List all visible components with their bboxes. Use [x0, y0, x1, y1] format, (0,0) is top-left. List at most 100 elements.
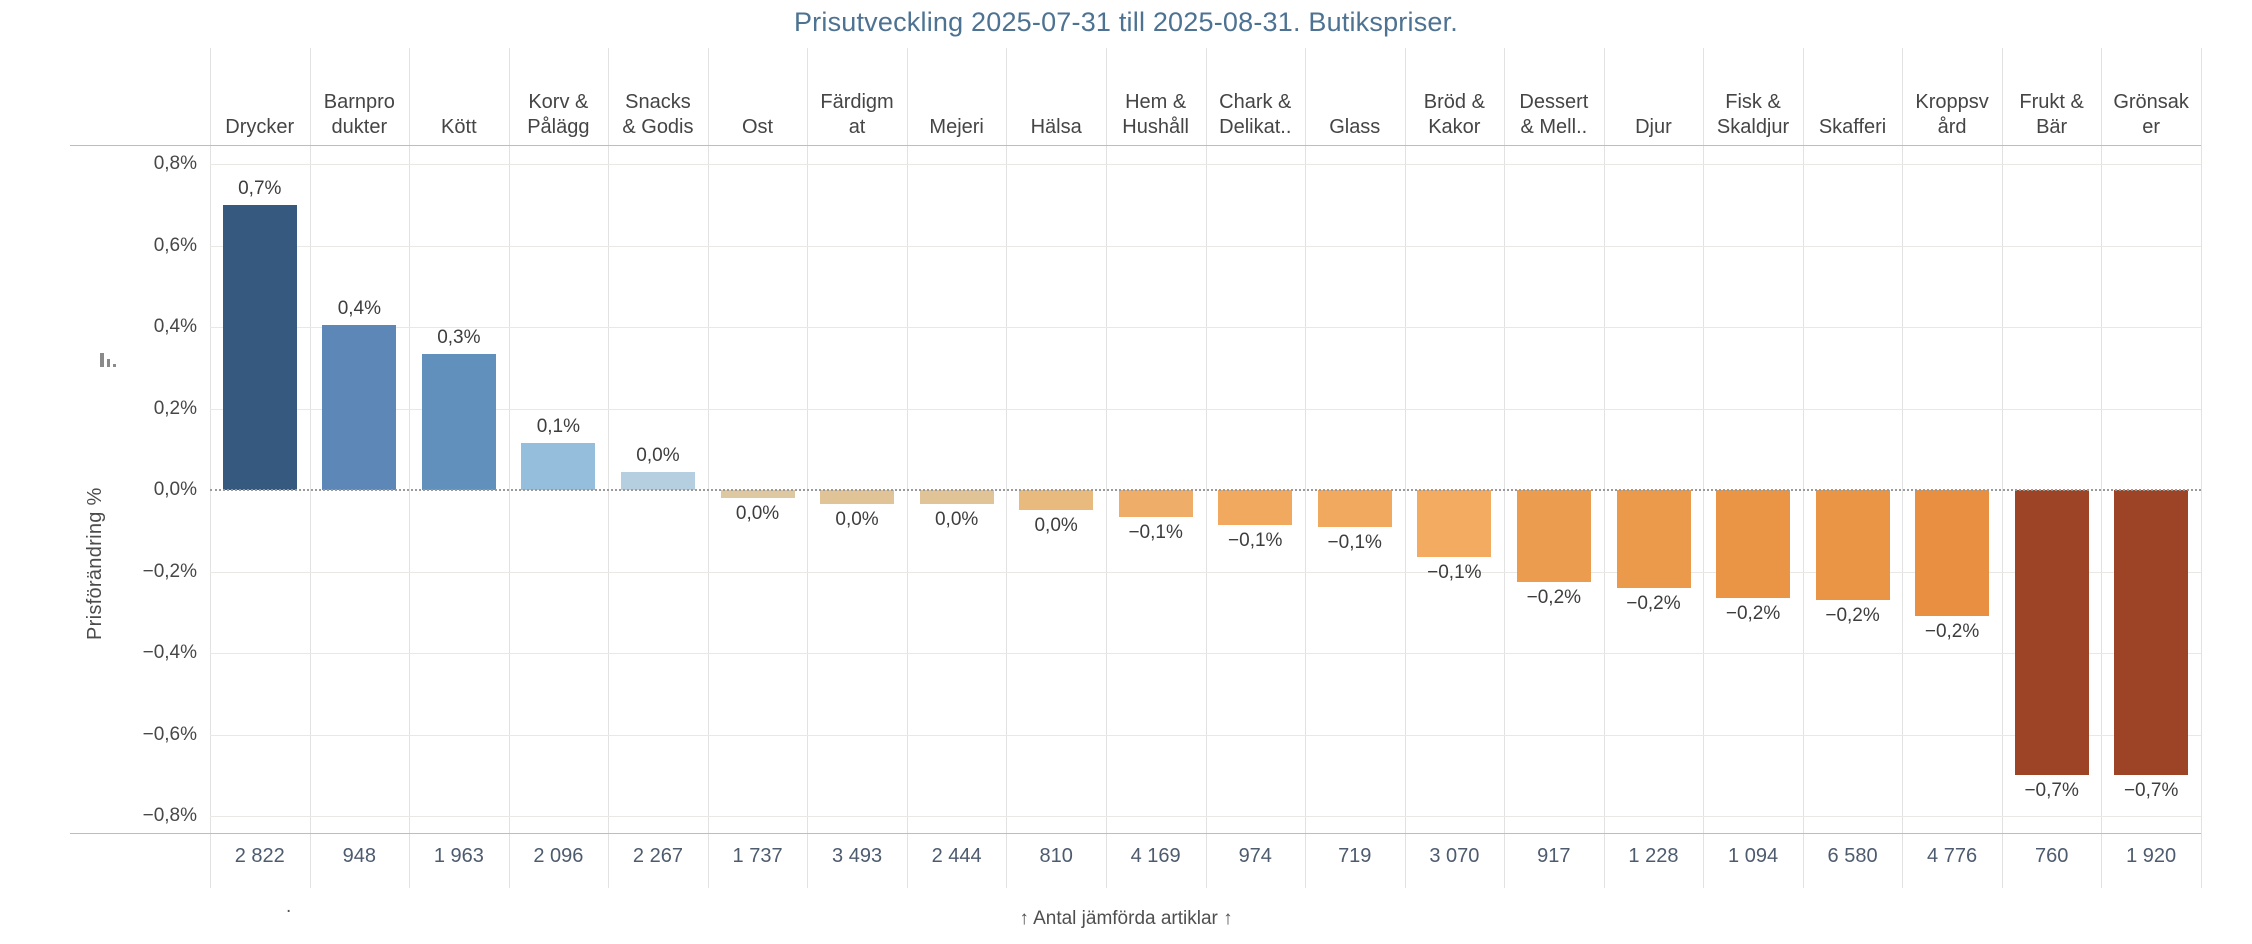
y-axis-tick-label: 0,0%: [153, 479, 197, 500]
bar[interactable]: [1616, 490, 1691, 588]
column-gridline: [2201, 48, 2202, 888]
value-label: −0,7%: [2024, 780, 2079, 802]
value-label: −0,2%: [1626, 592, 1681, 614]
zero-line: [210, 489, 2201, 491]
column-gridline: [210, 48, 211, 888]
count-value: 2 096: [533, 845, 584, 867]
bar[interactable]: [521, 443, 596, 490]
category-header[interactable]: Barnpro dukter: [323, 91, 395, 138]
value-label: 0,0%: [835, 509, 879, 531]
y-gridline: [210, 164, 2201, 165]
value-label: −0,2%: [1725, 603, 1781, 624]
count-value: 2 267: [632, 845, 683, 867]
category-header[interactable]: Korv & Pålägg: [527, 91, 590, 138]
count-value: 2 444: [931, 845, 982, 867]
bar[interactable]: [1417, 490, 1492, 558]
bar[interactable]: [720, 490, 795, 499]
y-axis-tick-label: −0,8%: [142, 805, 197, 826]
column-gridline: [1305, 48, 1306, 888]
column-gridline: [1006, 48, 1008, 888]
column-gridline: [508, 48, 510, 888]
bar[interactable]: [919, 490, 994, 505]
bar[interactable]: [1815, 490, 1890, 600]
column-gridline: [707, 48, 709, 888]
category-header[interactable]: Snacks & Godis: [622, 91, 694, 138]
count-value: 1 920: [2126, 845, 2177, 867]
category-header[interactable]: Hem & Hushåll: [1122, 91, 1189, 138]
category-header[interactable]: Drycker: [225, 115, 295, 138]
bar[interactable]: [2014, 490, 2089, 776]
value-label: 0,4%: [337, 298, 381, 319]
category-header[interactable]: Skafferi: [1818, 115, 1887, 138]
category-header[interactable]: Fisk & Skaldjur: [1716, 91, 1790, 138]
y-gridline: [210, 816, 2201, 817]
category-header[interactable]: Ost: [741, 115, 774, 138]
category-header[interactable]: Bröd & Kakor: [1423, 91, 1485, 138]
category-header[interactable]: Mejeri: [929, 115, 984, 138]
bar[interactable]: [421, 353, 496, 490]
count-value: 719: [1338, 845, 1372, 867]
column-gridline: [1105, 48, 1107, 888]
value-label: 0,0%: [934, 509, 979, 531]
y-gridline: [210, 653, 2201, 654]
y-axis-title: Prisförändring %: [84, 487, 106, 640]
value-label: 0,0%: [735, 503, 780, 525]
category-header[interactable]: Chark & Delikat..: [1219, 91, 1292, 138]
x-axis-footer-label: ↑ Antal jämförda artiklar ↑: [1019, 908, 1233, 929]
y-axis-tick-label: 0,4%: [153, 316, 197, 337]
column-gridline: [409, 48, 411, 888]
y-gridline: [210, 408, 2201, 410]
bar[interactable]: [2114, 490, 2189, 776]
y-axis-tick-label: −0,6%: [142, 723, 197, 745]
value-label: 0,0%: [636, 444, 680, 466]
bar[interactable]: [1218, 490, 1293, 525]
value-label: −0,1%: [1427, 562, 1482, 584]
bar[interactable]: [1118, 490, 1193, 517]
y-gridline: [210, 245, 2201, 247]
column-gridline: [309, 48, 311, 888]
category-header[interactable]: Kött: [441, 115, 477, 138]
y-axis-tick-label: 0,6%: [153, 234, 197, 256]
category-header[interactable]: Djur: [1635, 115, 1672, 138]
count-value: 2 822: [234, 845, 285, 867]
value-label: −0,2%: [1924, 621, 1980, 643]
column-gridline: [2101, 48, 2103, 888]
count-value: 917: [1537, 845, 1571, 867]
column-gridline: [1205, 48, 1207, 888]
bar[interactable]: [820, 490, 895, 505]
value-label: −0,2%: [1526, 586, 1582, 608]
bar[interactable]: [222, 204, 297, 491]
y-gridline: [210, 734, 2201, 736]
category-header[interactable]: Dessert & Mell..: [1519, 91, 1589, 138]
value-label: −0,1%: [1128, 521, 1183, 543]
y-gridline: [210, 571, 2201, 573]
category-header[interactable]: Hälsa: [1030, 115, 1082, 138]
count-value: 760: [2034, 845, 2069, 867]
bar[interactable]: [621, 471, 695, 490]
category-header[interactable]: Glass: [1329, 115, 1381, 138]
count-value: 1 737: [732, 845, 783, 867]
bar[interactable]: [1317, 490, 1392, 527]
category-header[interactable]: Frukt & Bär: [2019, 91, 2084, 138]
category-header[interactable]: Grönsak er: [2113, 91, 2189, 138]
count-value: 3 070: [1429, 845, 1480, 867]
category-header[interactable]: Kroppsv ård: [1915, 91, 1989, 138]
bar[interactable]: [1019, 490, 1094, 511]
count-value: 948: [342, 845, 377, 867]
column-gridline: [807, 48, 809, 888]
y-gridline: [210, 327, 2201, 328]
bar[interactable]: [322, 325, 397, 490]
count-value: 1 228: [1628, 845, 1679, 867]
bar[interactable]: [1716, 490, 1790, 598]
bar[interactable]: [1516, 490, 1591, 582]
category-header[interactable]: Färdigm at: [820, 91, 894, 138]
footer-dot: .: [286, 896, 292, 917]
bar[interactable]: [1915, 490, 1990, 617]
value-label: −0,1%: [1327, 531, 1382, 553]
column-gridline: [608, 48, 610, 888]
column-gridline: [1504, 48, 1506, 888]
column-gridline: [906, 48, 908, 888]
column-gridline: [1703, 48, 1705, 888]
count-value: 4 169: [1130, 845, 1181, 867]
